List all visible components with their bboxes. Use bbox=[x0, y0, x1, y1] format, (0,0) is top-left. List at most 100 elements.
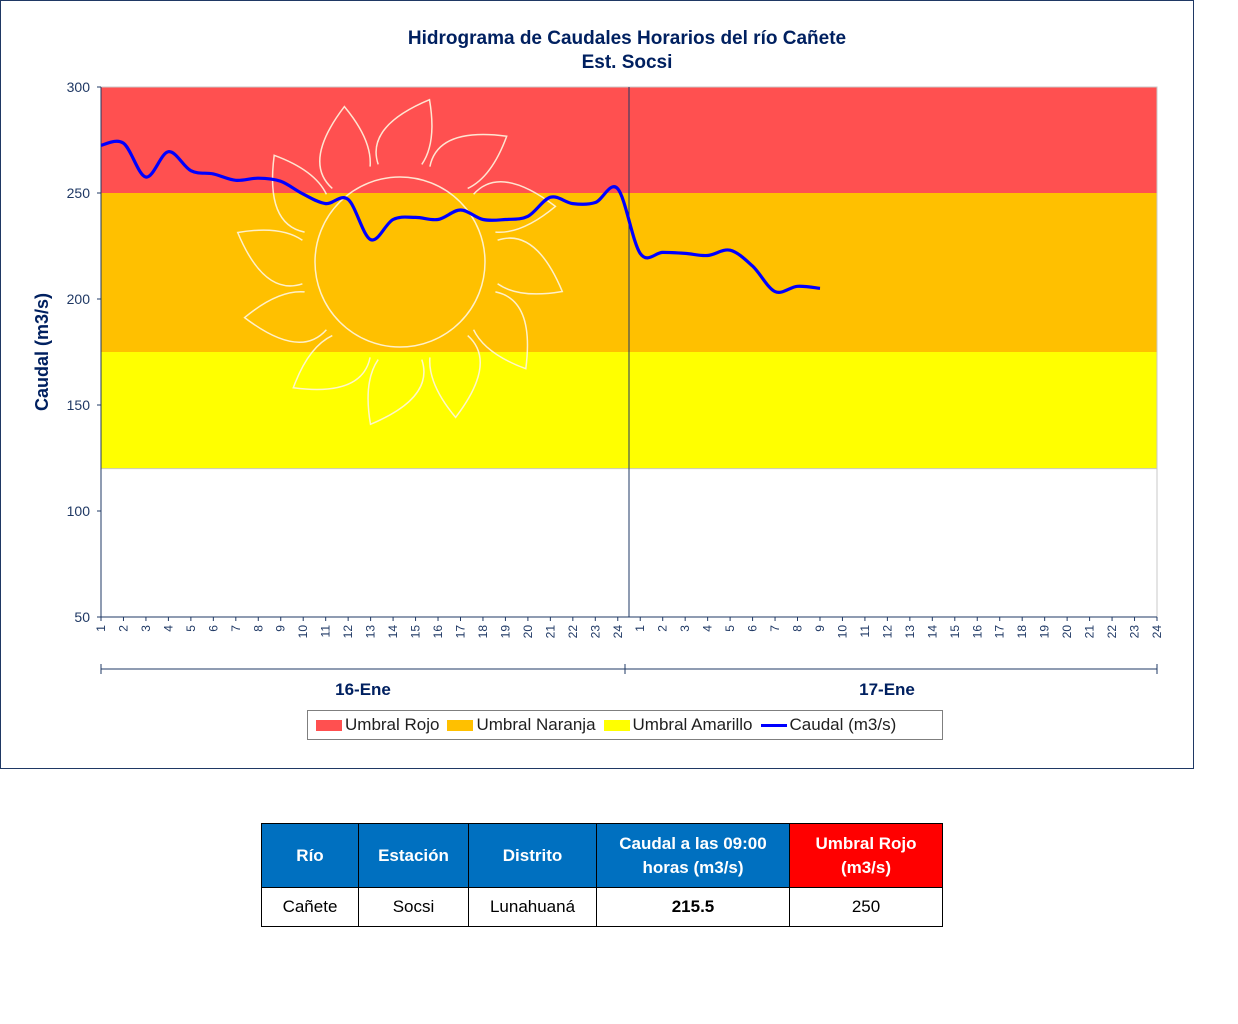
sun-ray-9 bbox=[236, 229, 303, 287]
x-tick-label: 1 bbox=[633, 625, 647, 632]
x-tick-label: 14 bbox=[925, 625, 939, 639]
x-tick-label: 16 bbox=[431, 625, 445, 639]
sun-ray-0 bbox=[375, 98, 433, 165]
cell-estacion: Socsi bbox=[358, 887, 469, 927]
sun-ray-3 bbox=[497, 237, 564, 295]
x-tick-label: 8 bbox=[791, 625, 805, 632]
x-tick-label: 6 bbox=[746, 625, 760, 632]
x-tick-label: 11 bbox=[858, 625, 872, 638]
x-tick-label: 21 bbox=[1083, 625, 1097, 639]
day-label-1: 16-Ene bbox=[335, 680, 391, 699]
legend-label-caudal: Caudal (m3/s) bbox=[789, 715, 897, 734]
sun-disc bbox=[314, 176, 486, 348]
x-tick-label: 17 bbox=[993, 625, 1007, 639]
hydrograph-chart: 1 2 3 4 5 6 7 8 9 10 11 12 13 14 15 16 17 18 19 20 21 22 23 24 1… bbox=[32, 28, 1164, 699]
x-tick-label: 14 bbox=[386, 625, 400, 639]
x-tick-label: 24 bbox=[611, 625, 625, 639]
x-tick-label: 24 bbox=[1150, 625, 1164, 639]
y-axis-label: Caudal (m3/s) bbox=[32, 293, 52, 411]
x-tick-label: 19 bbox=[1038, 625, 1052, 639]
header-caudal: Caudal a las 09:00 horas (m3/s) bbox=[596, 823, 790, 888]
chart-legend: Umbral Rojo Umbral Naranja Umbral Amaril… bbox=[307, 710, 943, 740]
sun-ray-5 bbox=[429, 335, 481, 419]
x-tick-label: 10 bbox=[296, 625, 310, 639]
x-tick-label: 10 bbox=[835, 625, 849, 639]
x-tick-label: 18 bbox=[1015, 625, 1029, 639]
y-tick-label: 200 bbox=[67, 291, 91, 307]
legend-swatch-rojo bbox=[316, 719, 342, 731]
x-tick-label: 22 bbox=[1105, 625, 1119, 639]
sun-ray-11 bbox=[319, 105, 371, 189]
caudal-series bbox=[100, 139, 821, 294]
x-tick-label: 17 bbox=[454, 625, 468, 639]
x-tick-label: 4 bbox=[701, 625, 715, 632]
x-tick-label: 19 bbox=[498, 625, 512, 639]
x-tick-label: 23 bbox=[1128, 625, 1142, 639]
sun-ray-4 bbox=[472, 291, 529, 370]
legend-line-caudal bbox=[760, 723, 787, 727]
x-tick-label: 5 bbox=[184, 625, 198, 632]
sun-ray-8 bbox=[243, 291, 327, 343]
x-tick-label: 4 bbox=[161, 625, 175, 632]
header-rio: Río bbox=[261, 823, 359, 888]
sun-watermark-icon bbox=[236, 98, 564, 426]
legend-item-naranja: Umbral Naranja bbox=[447, 715, 596, 735]
legend-swatch-amarillo bbox=[603, 719, 630, 731]
sun-ray-7 bbox=[292, 334, 371, 391]
chart-title: Hidrograma de Caudales Horarios del río … bbox=[408, 28, 846, 49]
y-tick-label: 150 bbox=[67, 397, 91, 413]
cell-caudal: 215.5 bbox=[596, 887, 790, 927]
y-tick-label: 250 bbox=[67, 185, 91, 201]
x-tick-label: 11 bbox=[319, 625, 333, 638]
x-tick-label: 5 bbox=[723, 625, 737, 632]
header-estacion: Estación bbox=[358, 823, 469, 888]
station-info-table: Río Estación Distrito Caudal a las 09:00… bbox=[261, 823, 943, 927]
x-tick-label: 8 bbox=[251, 625, 265, 632]
x-tick-label: 2 bbox=[656, 625, 670, 632]
x-tick-label: 22 bbox=[566, 625, 580, 639]
legend-label-amarillo: Umbral Amarillo bbox=[632, 715, 753, 734]
x-tick-label: 2 bbox=[117, 625, 131, 632]
cell-umbral-rojo: 250 bbox=[789, 887, 943, 927]
legend-label-rojo: Umbral Rojo bbox=[345, 715, 440, 734]
sun-ray-1 bbox=[429, 133, 508, 190]
x-tick-label: 21 bbox=[543, 625, 557, 639]
header-umbral-rojo: Umbral Rojo (m3/s) bbox=[789, 823, 943, 888]
legend-label-naranja: Umbral Naranja bbox=[476, 715, 596, 734]
x-tick-label: 7 bbox=[229, 625, 243, 632]
legend-item-caudal: Caudal (m3/s) bbox=[760, 715, 897, 735]
x-tick-label: 15 bbox=[948, 625, 962, 639]
x-tick-label: 16 bbox=[970, 625, 984, 639]
x-tick-label: 20 bbox=[1060, 625, 1074, 639]
x-tick-label: 1 bbox=[94, 625, 108, 632]
legend-swatch-naranja bbox=[447, 719, 474, 731]
legend-item-amarillo: Umbral Amarillo bbox=[603, 715, 753, 735]
x-tick-label: 7 bbox=[768, 625, 782, 632]
x-tick-label: 9 bbox=[274, 625, 288, 632]
x-tick-label: 18 bbox=[476, 625, 490, 639]
sun-ray-2 bbox=[473, 181, 557, 233]
chart-axes bbox=[100, 87, 1158, 674]
legend-item-rojo: Umbral Rojo bbox=[316, 715, 439, 735]
table-header-row: Río Estación Distrito Caudal a las 09:00… bbox=[261, 823, 943, 888]
x-tick-label: 6 bbox=[206, 625, 220, 632]
y-tick-label: 50 bbox=[74, 609, 90, 625]
table-row: Cañete Socsi Lunahuaná 215.5 250 bbox=[261, 887, 943, 927]
y-tick-labels: 50 100 150 200 250 300 bbox=[67, 79, 101, 625]
cell-rio: Cañete bbox=[261, 887, 359, 927]
x-tick-label: 23 bbox=[588, 625, 602, 639]
x-tick-label: 3 bbox=[139, 625, 153, 632]
x-tick-label: 12 bbox=[880, 625, 894, 639]
x-tick-label: 20 bbox=[521, 625, 535, 639]
x-tick-labels: 1 2 3 4 5 6 7 8 9 10 11 12 13 14 15 16 17 18 19 20 21 22 23 24 1… bbox=[94, 617, 1164, 638]
sun-ray-10 bbox=[271, 154, 328, 233]
y-tick-label: 100 bbox=[67, 503, 91, 519]
x-tick-label: 12 bbox=[341, 625, 355, 639]
x-tick-label: 13 bbox=[364, 625, 378, 639]
x-tick-label: 13 bbox=[903, 625, 917, 639]
x-tick-label: 15 bbox=[409, 625, 423, 639]
cell-distrito: Lunahuaná bbox=[468, 887, 597, 927]
x-tick-label: 3 bbox=[678, 625, 692, 632]
header-distrito: Distrito bbox=[468, 823, 597, 888]
chart-subtitle: Est. Socsi bbox=[582, 52, 673, 73]
